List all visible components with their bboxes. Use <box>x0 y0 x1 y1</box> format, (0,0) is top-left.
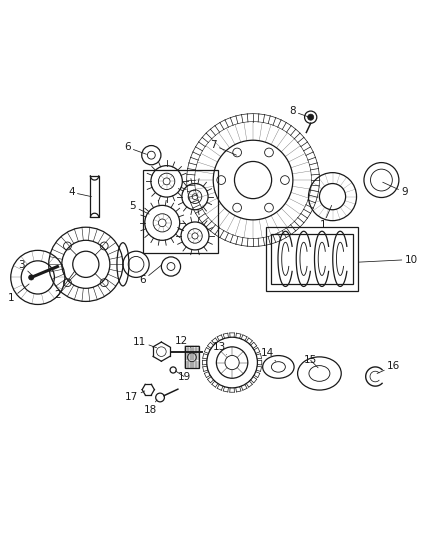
Text: 10: 10 <box>359 255 418 264</box>
Bar <box>143 169 218 253</box>
Text: 17: 17 <box>125 391 145 402</box>
Text: 2: 2 <box>54 271 75 300</box>
Bar <box>266 227 358 290</box>
Circle shape <box>28 275 34 280</box>
Text: 11: 11 <box>133 337 156 348</box>
Bar <box>185 346 199 368</box>
Circle shape <box>307 114 314 120</box>
Text: 19: 19 <box>175 371 191 382</box>
Text: 5: 5 <box>130 201 149 214</box>
Text: 18: 18 <box>143 400 157 415</box>
Text: 1: 1 <box>320 205 332 230</box>
Text: 9: 9 <box>383 182 408 197</box>
Text: 6: 6 <box>124 142 147 154</box>
Text: 6: 6 <box>139 265 161 286</box>
Text: 1: 1 <box>8 284 29 303</box>
Text: 7: 7 <box>210 140 237 155</box>
Text: 4: 4 <box>68 187 92 197</box>
Text: 3: 3 <box>18 260 32 276</box>
Text: 15: 15 <box>304 356 318 368</box>
Text: 13: 13 <box>212 342 226 354</box>
Text: 12: 12 <box>174 336 191 348</box>
Bar <box>271 234 353 284</box>
Text: 16: 16 <box>377 361 400 374</box>
Text: 8: 8 <box>289 106 311 118</box>
Text: 14: 14 <box>261 348 276 361</box>
